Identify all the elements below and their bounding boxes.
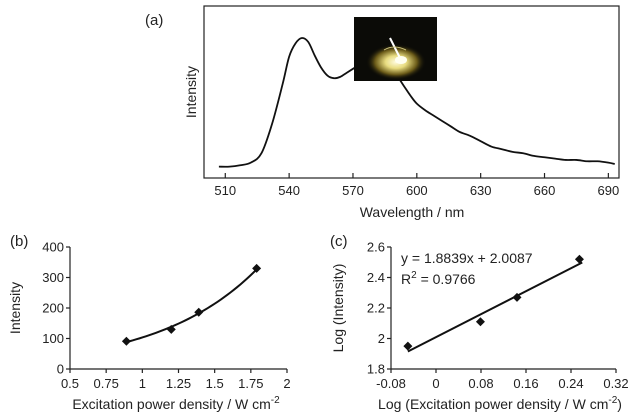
panel-a: (a) 510 540 570 600 630 660 690 Wavelength / n… [145,5,620,220]
panel-b-label: (b) [10,233,28,250]
panel-c-r-squared: R2 = 0.9766 [401,270,476,287]
panel-b-x-tick-label: 0.5 [61,376,79,391]
panel-c-ylabel: Log (Intensity) [330,264,346,353]
panel-b-y-tick-label: 100 [42,331,64,346]
panel-b-xlabel-text: Excitation power density / W cm [72,396,270,412]
panel-b-x-tick-label: 1.75 [238,376,263,391]
panel-c-fit-equation: y = 1.8839x + 2.0087 [401,250,533,266]
panel-a-x-tick-label: 690 [598,183,620,198]
panel-b-points [121,263,262,346]
panel-b-xlabel-superscript: -2 [271,395,280,406]
panel-c-fit-line [407,261,583,353]
panel-c-y-tick-label: 2 [378,331,385,346]
panel-c-y-tick-label: 2.2 [367,301,385,316]
panel-c-r-squared-superscript: 2 [411,270,417,281]
panel-a-xlabel: Wavelength / nm [360,204,465,220]
panel-b-y-tick-label: 400 [42,240,64,255]
panel-a-frame [203,5,620,179]
inset-beam [389,37,401,59]
panel-c-x-tick-label: 0.08 [468,376,493,391]
panel-c-y-tick-label: 2.6 [367,240,385,255]
panel-c-y-tick-label: 1.8 [367,362,385,377]
panel-c-x-tick-label: -0.08 [376,376,406,391]
panel-a-x-tick-label: 540 [278,183,300,198]
panel-b-x-tick-label: 2 [283,376,290,391]
panel-b-data-point [194,307,204,317]
panel-c-data-point [574,254,584,264]
inset-sample-edge [383,46,407,51]
panel-b-x-tick-label: 1.25 [166,376,191,391]
panel-b-y-tick-label: 200 [42,301,64,316]
panel-c-x-tick-label: 0.32 [603,376,628,391]
panel-b-xlabel: Excitation power density / W cm-2 [72,395,280,412]
panel-c-data-point [512,292,522,302]
panel-c-data-point [475,317,485,327]
panel-c-label: (c) [330,233,348,250]
panel-c-r-squared-value: = 0.9766 [417,271,476,287]
panel-a-x-tick-label: 600 [406,183,428,198]
panel-c-xlabel-text: Log (Excitation power density / W cm [378,396,608,412]
inset-photograph [354,17,437,81]
panel-c-xlabel: Log (Excitation power density / W cm-2) [378,395,622,412]
panel-c-xlabel-end: ) [617,396,622,412]
panel-b-x-tick-label: 1.5 [206,376,224,391]
panel-b-data-point [252,263,262,273]
panel-b-x-tick-label: 1 [139,376,146,391]
panel-b-ticks: 0.5 0.75 1 1.25 1.5 1.75 2 0 100 200 300 400 [42,240,290,392]
panel-c: (c) -0.08 0 0.08 0.16 0.24 0.321.822.22.42.6 … [330,233,629,412]
panel-a-x-ticks: 510 540 570 600 630 660 690 [214,173,619,198]
panel-a-x-tick-label: 510 [214,183,236,198]
panel-c-x-tick-label: 0.16 [513,376,538,391]
panel-a-ylabel: Intensity [183,66,199,118]
panel-c-xlabel-superscript: -2 [608,395,617,406]
panel-b-data-point [166,324,176,334]
panel-b-y-tick-label: 300 [42,270,64,285]
panel-c-x-tick-label: 0.24 [558,376,583,391]
panel-b-ylabel: Intensity [7,282,23,334]
panel-b-data-point [121,336,131,346]
panel-c-ticks: -0.08 0 0.08 0.16 0.24 0.32 1.8 2 2.2 2.4 2.6 [367,240,629,392]
panel-a-label: (a) [145,12,163,29]
panel-a-x-tick-label: 660 [534,183,556,198]
panel-c-points [403,254,584,351]
panel-c-r-squared-prefix: R [401,271,411,287]
panel-c-x-tick-label: 0 [432,376,439,391]
panel-a-x-tick-label: 570 [342,183,364,198]
panel-c-data-point [403,341,413,351]
panel-b: (b) 0.5 0.75 1 1.25 1.5 1.75 2 0 100 200 300 400 In… [7,233,291,412]
panel-c-y-tick-label: 2.4 [367,270,385,285]
panel-b-y-tick-label: 0 [57,362,64,377]
inset-spot [395,56,407,64]
panel-b-x-tick-label: 0.75 [94,376,119,391]
panel-b-fit-curve [126,268,258,344]
panel-a-x-tick-label: 630 [470,183,492,198]
